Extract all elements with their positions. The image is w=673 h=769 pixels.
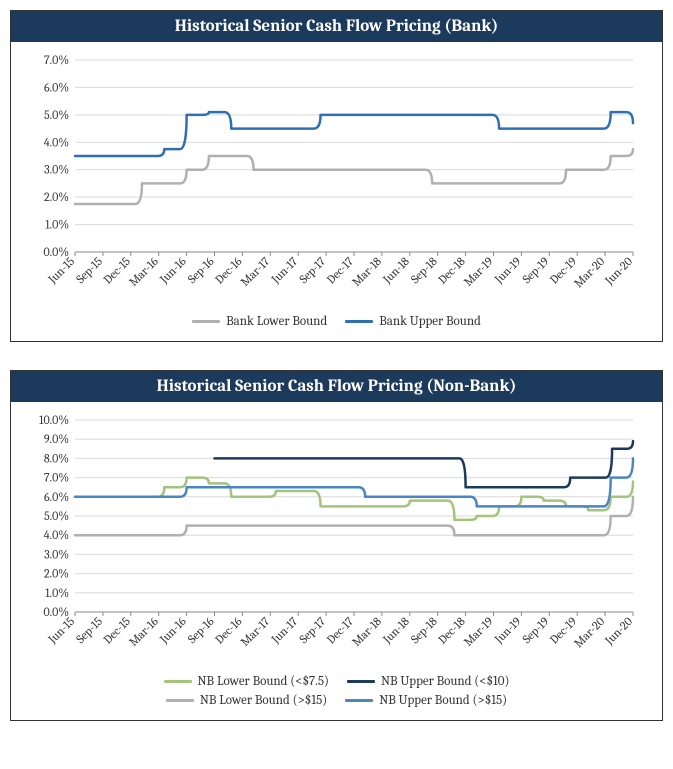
legend-label: NB Upper Bound (>$15) <box>379 693 507 708</box>
svg-text:4.0%: 4.0% <box>44 528 69 542</box>
svg-text:Mar-17: Mar-17 <box>238 614 273 649</box>
svg-text:1.0%: 1.0% <box>45 218 69 232</box>
svg-text:Sep-18: Sep-18 <box>408 254 440 286</box>
svg-text:Sep-16: Sep-16 <box>185 614 217 646</box>
legend-swatch <box>166 699 194 702</box>
legend-label: NB Lower Bound (>$15) <box>200 693 327 708</box>
svg-text:Jun-18: Jun-18 <box>379 254 412 287</box>
nonbank-chart-legend: NB Lower Bound (<$7.5) NB Upper Bound (<$… <box>11 668 662 720</box>
svg-text:Jun-20: Jun-20 <box>601 614 635 648</box>
svg-text:10.0%: 10.0% <box>39 413 69 427</box>
svg-text:Mar-18: Mar-18 <box>349 254 384 289</box>
legend-item: NB Lower Bound (>$15) <box>166 693 327 708</box>
svg-text:Mar-20: Mar-20 <box>571 254 607 290</box>
legend-item: NB Upper Bound (<$10) <box>347 674 509 689</box>
svg-text:5.0%: 5.0% <box>44 509 69 523</box>
svg-text:Mar-19: Mar-19 <box>461 614 496 649</box>
bank-chart-container: Historical Senior Cash Flow Pricing (Ban… <box>10 10 663 342</box>
legend-item: Bank Upper Bound <box>345 314 481 329</box>
nonbank-chart-title: Historical Senior Cash Flow Pricing (Non… <box>11 371 662 402</box>
svg-text:Mar-16: Mar-16 <box>126 614 161 649</box>
svg-text:5.0%: 5.0% <box>44 108 69 122</box>
legend-item: NB Upper Bound (>$15) <box>345 693 507 708</box>
svg-text:Sep-18: Sep-18 <box>408 614 440 646</box>
legend-swatch <box>345 320 373 323</box>
svg-text:Jun-18: Jun-18 <box>379 614 412 647</box>
svg-text:6.0%: 6.0% <box>44 490 69 504</box>
svg-text:2.0%: 2.0% <box>44 190 69 204</box>
svg-text:Mar-16: Mar-16 <box>126 254 161 289</box>
bank-chart-title: Historical Senior Cash Flow Pricing (Ban… <box>11 11 662 42</box>
legend-label: Bank Lower Bound <box>226 314 327 329</box>
svg-text:8.0%: 8.0% <box>44 451 69 465</box>
legend-item: Bank Lower Bound <box>192 314 327 329</box>
legend-swatch <box>347 680 375 683</box>
svg-text:Sep-17: Sep-17 <box>296 614 328 646</box>
svg-text:1.0%: 1.0% <box>45 586 69 600</box>
svg-text:Jun-20: Jun-20 <box>601 254 635 288</box>
svg-text:7.0%: 7.0% <box>44 471 69 485</box>
nonbank-chart-plot: 0.0%1.0%2.0%3.0%4.0%5.0%6.0%7.0%8.0%9.0%… <box>11 402 662 668</box>
legend-swatch <box>192 320 220 323</box>
legend-label: Bank Upper Bound <box>379 314 481 329</box>
svg-text:4.0%: 4.0% <box>44 135 69 149</box>
svg-text:Jun-19: Jun-19 <box>491 614 524 647</box>
svg-text:Sep-19: Sep-19 <box>520 614 552 646</box>
legend-item: NB Lower Bound (<$7.5) <box>164 674 329 689</box>
svg-text:Sep-17: Sep-17 <box>296 254 328 286</box>
svg-text:9.0%: 9.0% <box>44 432 69 446</box>
svg-text:Mar-18: Mar-18 <box>349 614 384 649</box>
legend-label: NB Lower Bound (<$7.5) <box>198 674 329 689</box>
svg-text:Sep-19: Sep-19 <box>520 254 552 286</box>
svg-text:Jun-16: Jun-16 <box>156 614 189 647</box>
svg-text:2.0%: 2.0% <box>44 567 69 581</box>
svg-text:Sep-16: Sep-16 <box>185 254 217 286</box>
legend-swatch <box>345 699 373 702</box>
svg-text:Sep-15: Sep-15 <box>73 254 105 286</box>
svg-text:Jun-19: Jun-19 <box>491 254 524 287</box>
svg-text:Jun-17: Jun-17 <box>268 614 301 647</box>
bank-chart-legend: Bank Lower Bound Bank Upper Bound <box>11 308 662 341</box>
svg-text:Mar-20: Mar-20 <box>571 614 607 650</box>
svg-text:3.0%: 3.0% <box>44 163 69 177</box>
svg-text:Mar-17: Mar-17 <box>238 254 273 289</box>
svg-text:Jun-16: Jun-16 <box>156 254 189 287</box>
svg-text:Jun-17: Jun-17 <box>268 254 301 287</box>
svg-text:3.0%: 3.0% <box>44 547 69 561</box>
nonbank-chart-container: Historical Senior Cash Flow Pricing (Non… <box>10 370 663 721</box>
bank-chart-plot: 0.0%1.0%2.0%3.0%4.0%5.0%6.0%7.0%Jun-15Se… <box>11 42 662 308</box>
legend-swatch <box>164 680 192 683</box>
svg-text:7.0%: 7.0% <box>44 53 69 67</box>
svg-text:Mar-19: Mar-19 <box>461 254 496 289</box>
svg-text:6.0%: 6.0% <box>44 80 69 94</box>
svg-text:Sep-15: Sep-15 <box>73 614 105 646</box>
legend-label: NB Upper Bound (<$10) <box>381 674 509 689</box>
